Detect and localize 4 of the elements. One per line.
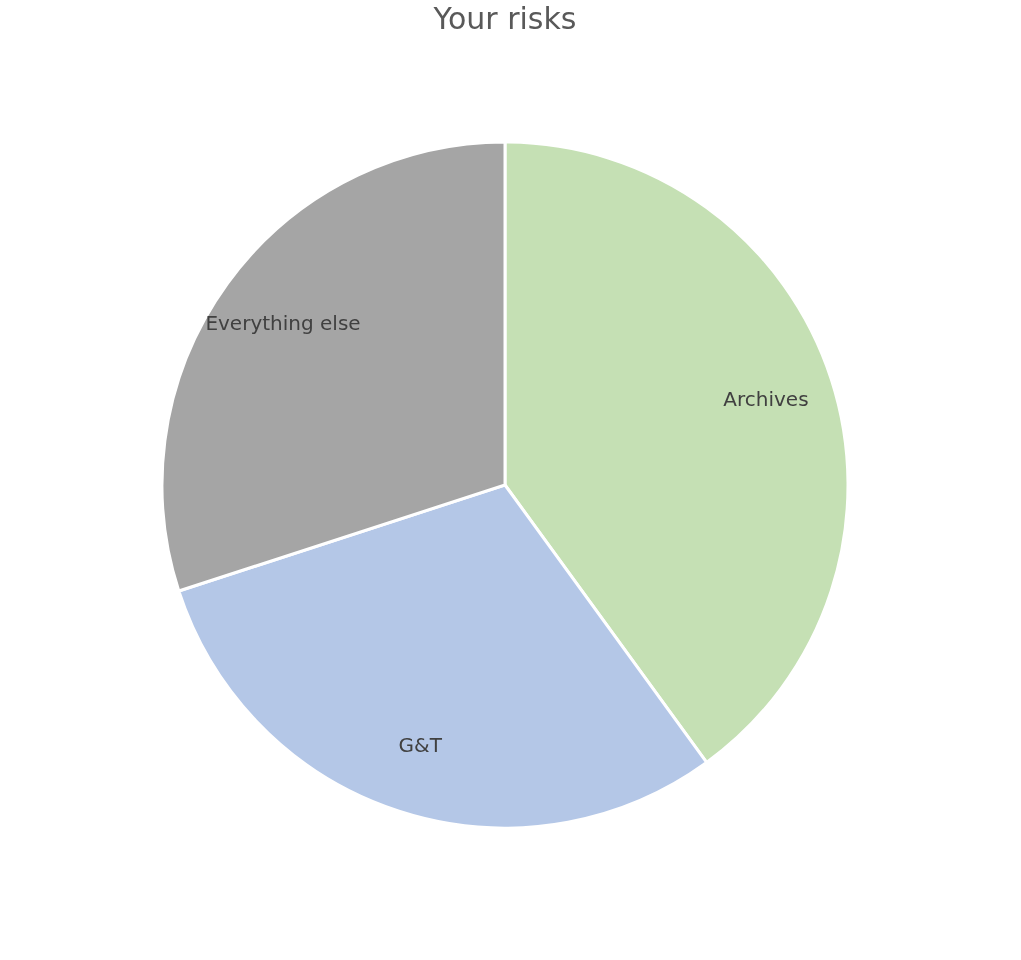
chart-title: Your risks — [432, 1, 577, 36]
slice-label: G&T — [398, 732, 443, 757]
slice-label: Archives — [723, 387, 809, 412]
slice-label: Everything else — [205, 310, 361, 335]
